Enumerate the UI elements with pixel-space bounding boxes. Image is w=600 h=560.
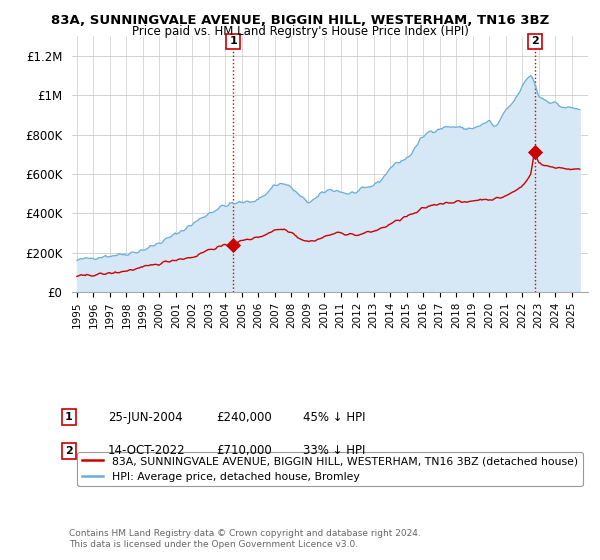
Text: 14-OCT-2022: 14-OCT-2022 — [108, 444, 185, 458]
Text: 2: 2 — [531, 36, 539, 46]
Text: Price paid vs. HM Land Registry's House Price Index (HPI): Price paid vs. HM Land Registry's House … — [131, 25, 469, 38]
Text: 1: 1 — [65, 412, 73, 422]
Text: 45% ↓ HPI: 45% ↓ HPI — [303, 410, 365, 424]
Text: Contains HM Land Registry data © Crown copyright and database right 2024.
This d: Contains HM Land Registry data © Crown c… — [69, 529, 421, 549]
Text: 1: 1 — [229, 36, 237, 46]
Text: £240,000: £240,000 — [216, 410, 272, 424]
Text: 2: 2 — [65, 446, 73, 456]
Point — [228, 240, 238, 249]
Text: 25-JUN-2004: 25-JUN-2004 — [108, 410, 182, 424]
Text: £710,000: £710,000 — [216, 444, 272, 458]
Text: 83A, SUNNINGVALE AVENUE, BIGGIN HILL, WESTERHAM, TN16 3BZ: 83A, SUNNINGVALE AVENUE, BIGGIN HILL, WE… — [51, 14, 549, 27]
Text: 33% ↓ HPI: 33% ↓ HPI — [303, 444, 365, 458]
Legend: 83A, SUNNINGVALE AVENUE, BIGGIN HILL, WESTERHAM, TN16 3BZ (detached house), HPI:: 83A, SUNNINGVALE AVENUE, BIGGIN HILL, WE… — [77, 452, 583, 486]
Point — [530, 148, 540, 157]
